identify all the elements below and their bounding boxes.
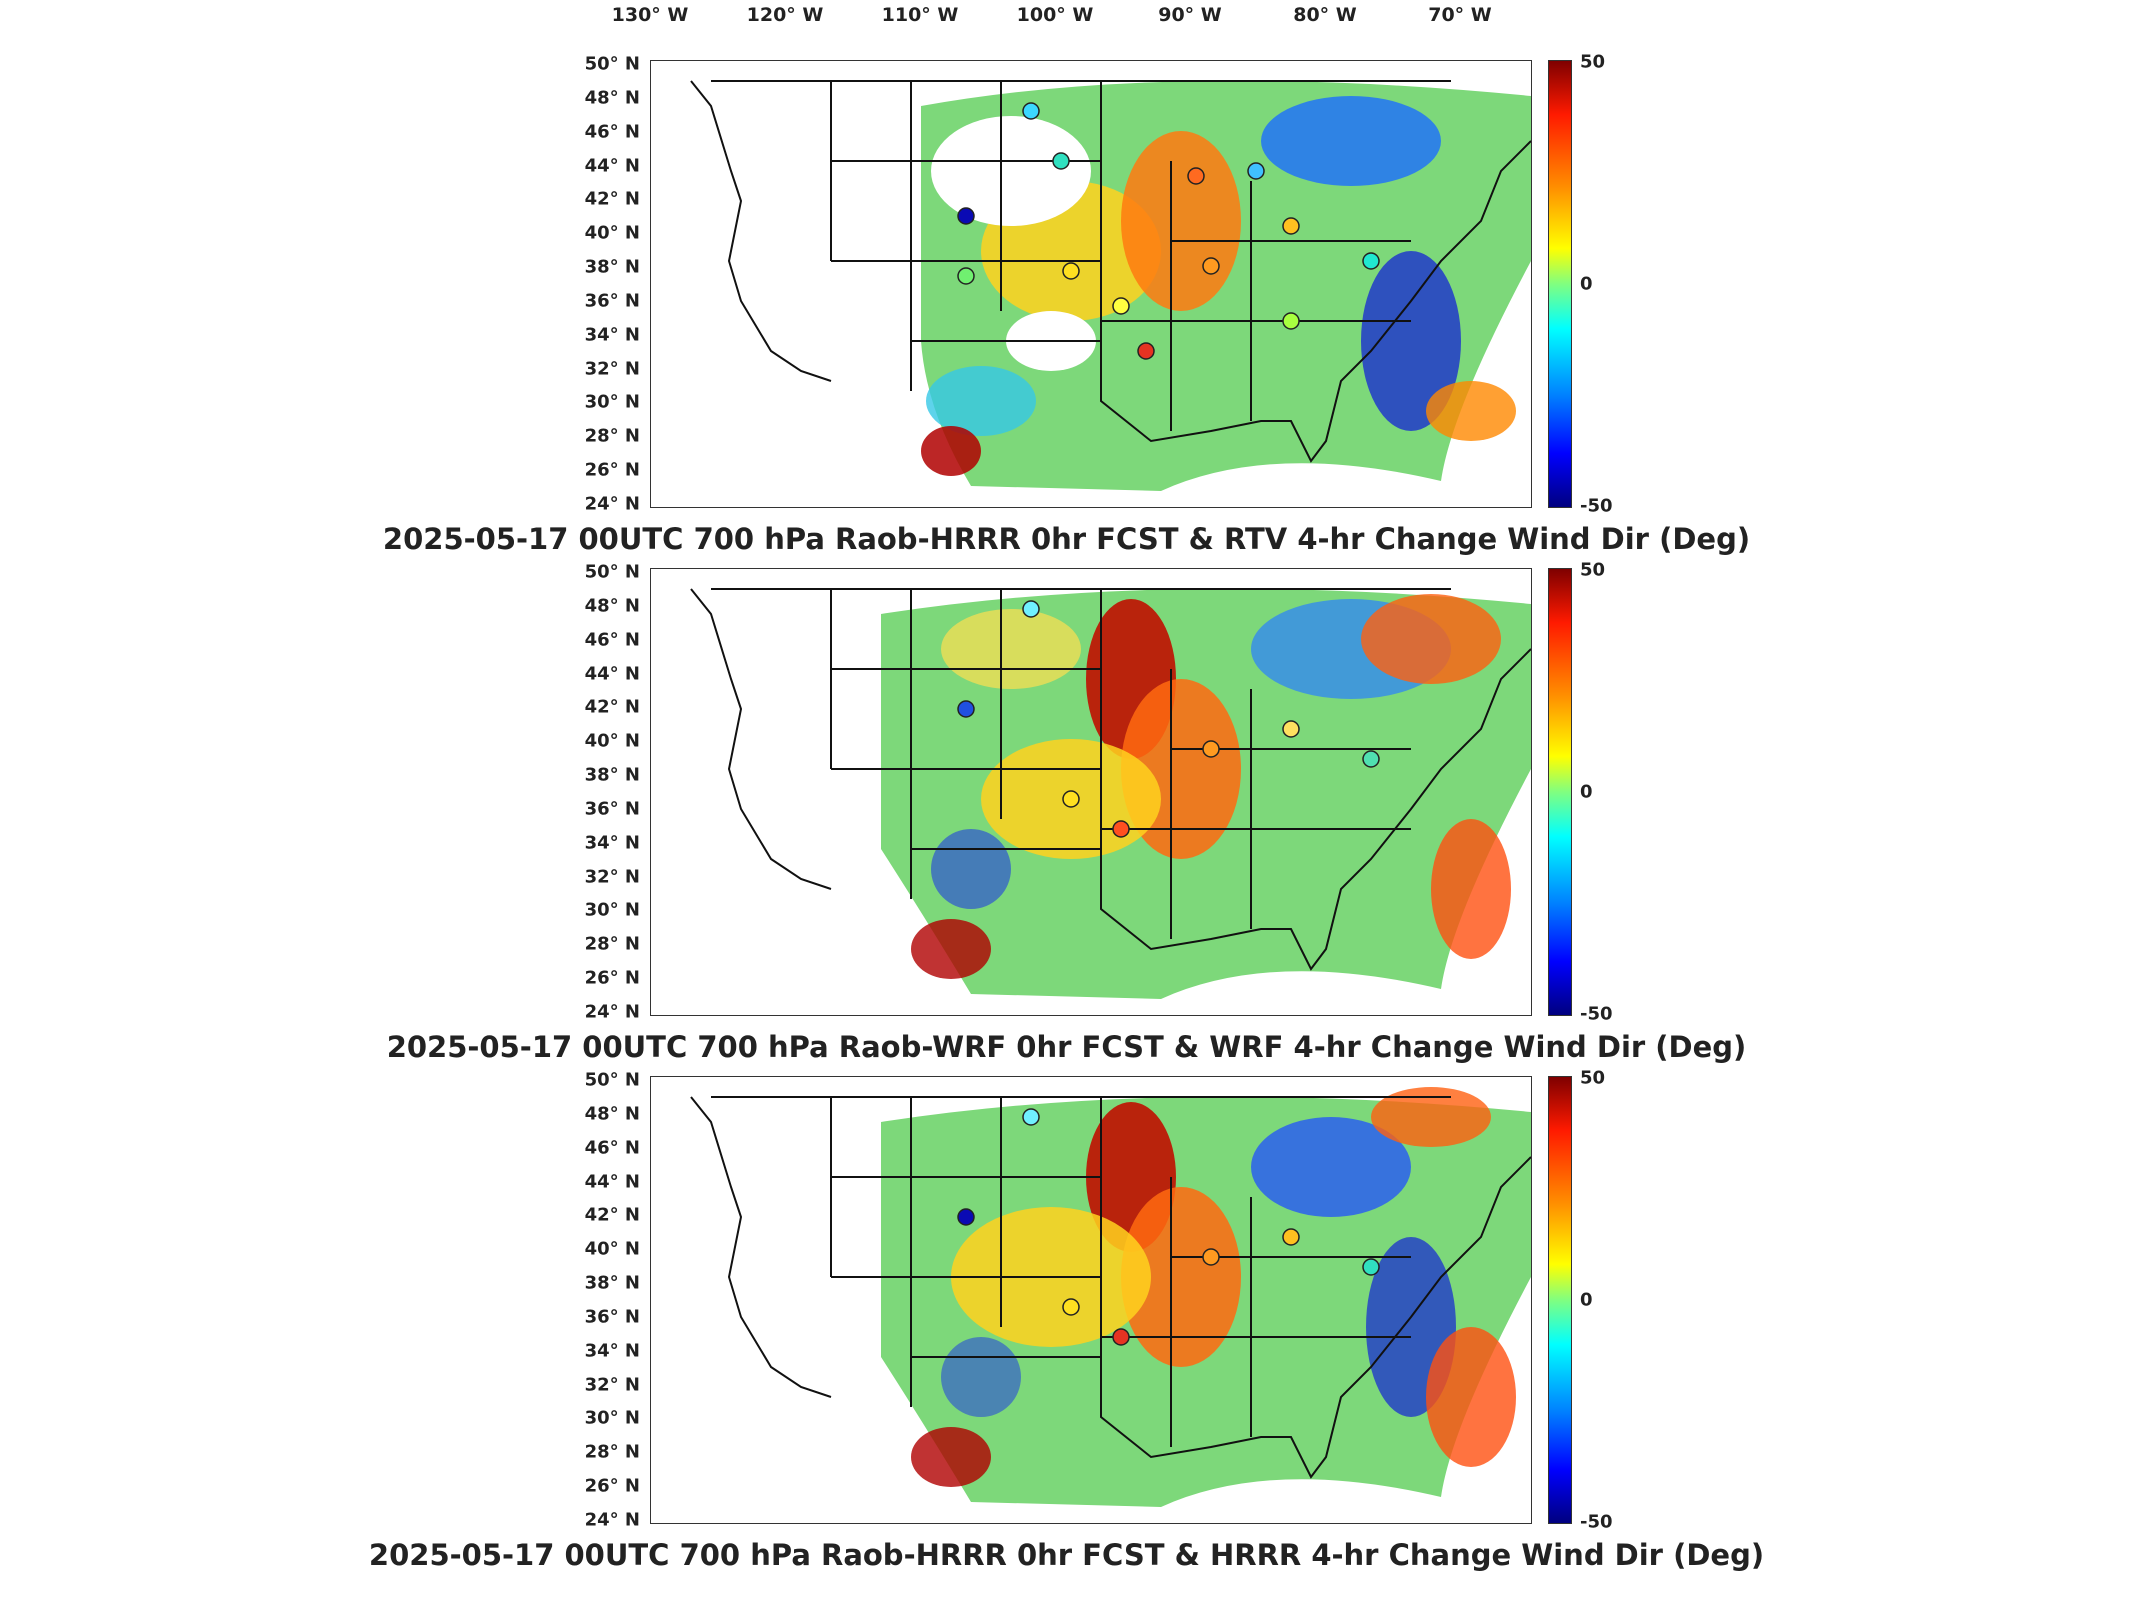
lat-label: 48° N	[584, 1103, 640, 1125]
wind-direction-map	[690, 588, 1531, 999]
lat-label: 32° N	[584, 358, 640, 380]
lat-label: 38° N	[584, 764, 640, 786]
lat-label: 48° N	[584, 595, 640, 617]
wind-direction-map	[690, 80, 1531, 491]
lon-label: 70° W	[1428, 4, 1492, 26]
lat-label: 38° N	[584, 1272, 640, 1294]
lat-label: 24° N	[584, 1001, 640, 1023]
map-plot	[650, 1076, 1532, 1524]
lat-label: 50° N	[584, 1069, 640, 1091]
lat-label: 34° N	[584, 324, 640, 346]
lat-label: 48° N	[584, 87, 640, 109]
colorbar-mid-label: 0	[1580, 273, 1593, 295]
lat-label: 26° N	[584, 967, 640, 989]
lon-label: 90° W	[1158, 4, 1222, 26]
lat-label: 50° N	[584, 53, 640, 75]
lon-label: 80° W	[1293, 4, 1357, 26]
wind-direction-map	[690, 1087, 1531, 1507]
lat-label: 28° N	[584, 1441, 640, 1463]
lon-label: 120° W	[746, 4, 824, 26]
lat-label: 42° N	[584, 696, 640, 718]
lon-label: 130° W	[611, 4, 689, 26]
lon-label: 100° W	[1016, 4, 1094, 26]
colorbar-min-label: -50	[1580, 495, 1613, 517]
map-plot	[650, 568, 1532, 1016]
lat-label: 30° N	[584, 899, 640, 921]
lat-label: 30° N	[584, 391, 640, 413]
lat-label: 46° N	[584, 121, 640, 143]
lat-label: 36° N	[584, 290, 640, 312]
lat-label: 40° N	[584, 730, 640, 752]
colorbar-max-label: 50	[1580, 559, 1606, 581]
lat-label: 40° N	[584, 1238, 640, 1260]
lat-label: 28° N	[584, 425, 640, 447]
colorbar-max-label: 50	[1580, 51, 1606, 73]
lon-label: 110° W	[881, 4, 959, 26]
lat-label: 46° N	[584, 629, 640, 651]
lat-label: 50° N	[584, 561, 640, 583]
colorbar	[1548, 568, 1572, 1016]
map-plot	[650, 60, 1532, 508]
panel-title: 2025-05-17 00UTC 700 hPa Raob-WRF 0hr FC…	[386, 1030, 1747, 1064]
lat-label: 34° N	[584, 832, 640, 854]
colorbar	[1548, 60, 1572, 508]
lat-label: 42° N	[584, 188, 640, 210]
lat-label: 32° N	[584, 1374, 640, 1396]
lat-label: 26° N	[584, 459, 640, 481]
colorbar	[1548, 1076, 1572, 1524]
colorbar-max-label: 50	[1580, 1067, 1606, 1089]
lat-label: 44° N	[584, 1171, 640, 1193]
lat-label: 38° N	[584, 256, 640, 278]
lat-label: 44° N	[584, 155, 640, 177]
colorbar-min-label: -50	[1580, 1511, 1613, 1533]
colorbar-min-label: -50	[1580, 1003, 1613, 1025]
lat-label: 28° N	[584, 933, 640, 955]
colorbar-mid-label: 0	[1580, 781, 1593, 803]
panel-title: 2025-05-17 00UTC 700 hPa Raob-HRRR 0hr F…	[382, 522, 1751, 556]
lat-label: 32° N	[584, 866, 640, 888]
lat-label: 34° N	[584, 1340, 640, 1362]
lat-label: 24° N	[584, 493, 640, 515]
lat-label: 42° N	[584, 1204, 640, 1226]
lat-label: 24° N	[584, 1509, 640, 1531]
lat-label: 26° N	[584, 1475, 640, 1497]
lat-label: 44° N	[584, 663, 640, 685]
lat-label: 40° N	[584, 222, 640, 244]
lat-label: 36° N	[584, 798, 640, 820]
panel-title: 2025-05-17 00UTC 700 hPa Raob-HRRR 0hr F…	[368, 1538, 1765, 1572]
longitude-axis: 130° W 120° W 110° W 100° W 90° W 80° W …	[0, 4, 2133, 36]
colorbar-mid-label: 0	[1580, 1289, 1593, 1311]
lat-label: 36° N	[584, 1306, 640, 1328]
lat-label: 46° N	[584, 1137, 640, 1159]
lat-label: 30° N	[584, 1407, 640, 1429]
